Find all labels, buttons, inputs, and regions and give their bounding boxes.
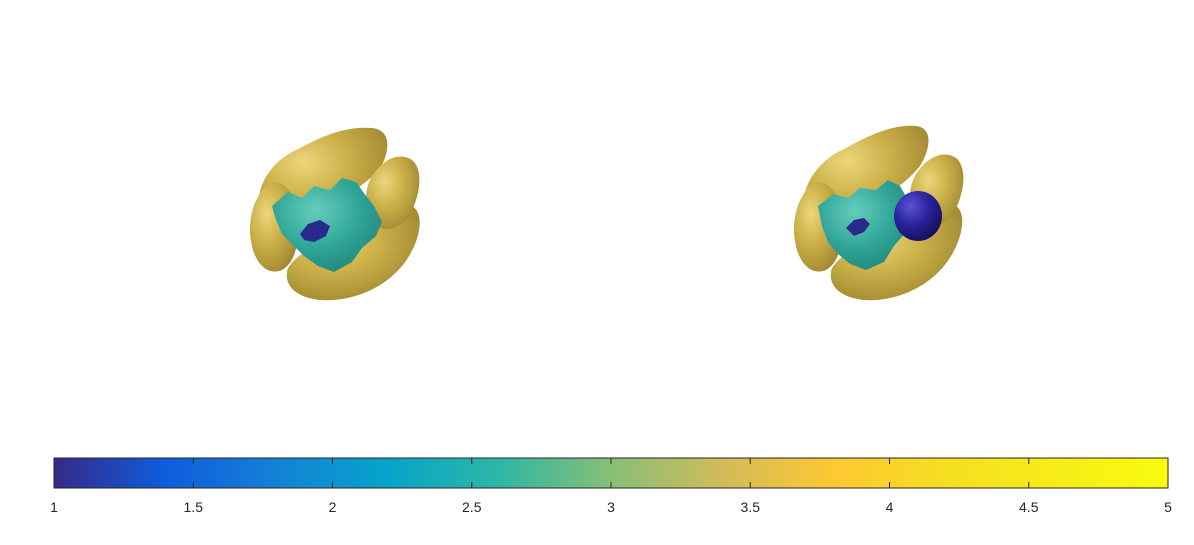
left-core [300,220,330,242]
colorbar-tick-label: 3.5 [741,499,761,515]
colorbar-tick-labels: 1 1.5 2 2.5 3 3.5 4 4.5 5 [50,499,1172,515]
left-lobe-right [366,156,420,230]
colorbar-tick-label: 4.5 [1019,499,1039,515]
colorbar-tick-label: 3 [607,499,615,515]
right-sphere [894,191,942,241]
colorbar-tick-label: 4 [886,499,894,515]
colorbar: 1 1.5 2 2.5 3 3.5 4 4.5 5 [50,457,1172,515]
colorbar-tick-label: 2.5 [462,499,482,515]
colorbar-tick-label: 2 [329,499,337,515]
left-volume [249,127,420,301]
right-core [846,218,870,236]
colorbar-tick-label: 1 [50,499,58,515]
colorbar-tick-label: 1.5 [184,499,204,515]
right-volume [793,125,964,301]
colorbar-tick-label: 5 [1164,499,1172,515]
colorbar-ticks [53,458,1169,488]
